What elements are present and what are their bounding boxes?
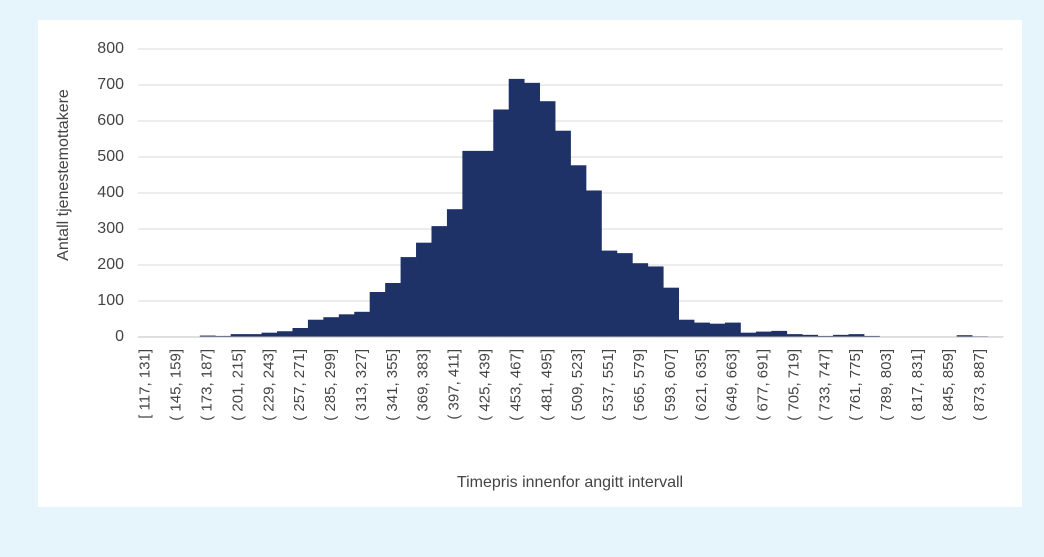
bar bbox=[956, 335, 973, 337]
x-tick-label: ( 509, 523] bbox=[569, 349, 586, 421]
x-tick-label: ( 229, 243] bbox=[260, 349, 277, 421]
y-axis-title: Antall tjenestemottakere bbox=[55, 89, 72, 261]
bar bbox=[416, 242, 432, 337]
bar bbox=[369, 292, 386, 337]
bar bbox=[740, 332, 757, 337]
x-tick-label: [ 117, 131] bbox=[137, 349, 154, 419]
x-tick-label: ( 761, 775] bbox=[847, 349, 864, 421]
bar bbox=[755, 331, 772, 337]
x-tick-label: ( 565, 579] bbox=[631, 349, 648, 421]
bar bbox=[400, 257, 417, 337]
bar bbox=[261, 332, 278, 337]
bar bbox=[354, 311, 371, 337]
bar bbox=[493, 109, 510, 337]
bar bbox=[338, 314, 355, 337]
bar bbox=[508, 78, 525, 337]
bar bbox=[307, 319, 324, 337]
x-tick-label: ( 257, 271] bbox=[291, 349, 308, 421]
bar bbox=[616, 253, 633, 337]
x-tick-label: ( 733, 747] bbox=[816, 349, 833, 421]
bar bbox=[215, 335, 232, 337]
x-tick-label: ( 397, 411] bbox=[446, 349, 463, 420]
x-tick-label: ( 845, 859] bbox=[940, 349, 957, 421]
bar bbox=[431, 226, 448, 337]
y-tick-label: 200 bbox=[97, 256, 124, 273]
y-tick-label: 600 bbox=[97, 112, 124, 129]
x-tick-label: ( 621, 635] bbox=[693, 349, 710, 421]
bar bbox=[848, 334, 865, 337]
x-tick-label: ( 341, 355] bbox=[384, 349, 401, 421]
x-tick-label: ( 873, 887] bbox=[971, 349, 988, 421]
bar bbox=[292, 328, 309, 337]
x-tick-label: ( 201, 215] bbox=[229, 349, 246, 421]
bar bbox=[585, 190, 602, 337]
bar bbox=[663, 287, 680, 337]
x-tick-label: ( 649, 663] bbox=[724, 349, 741, 421]
x-tick-label: ( 173, 187] bbox=[198, 349, 215, 421]
bar bbox=[647, 266, 664, 337]
bar bbox=[277, 331, 293, 337]
y-tick-label: 400 bbox=[97, 184, 124, 201]
x-tick-label: ( 453, 467] bbox=[507, 349, 524, 421]
y-tick-label: 100 bbox=[97, 292, 124, 309]
x-tick-label: ( 145, 159] bbox=[168, 349, 185, 421]
x-tick-label: ( 537, 551] bbox=[600, 349, 617, 421]
x-tick-label: ( 677, 691] bbox=[755, 349, 772, 421]
bar bbox=[771, 330, 788, 337]
bar bbox=[570, 165, 587, 337]
bar bbox=[724, 322, 741, 337]
bar bbox=[817, 335, 834, 337]
y-tick-label: 0 bbox=[115, 328, 124, 345]
bar bbox=[477, 150, 494, 337]
bar bbox=[323, 317, 340, 337]
bar bbox=[539, 101, 556, 337]
y-tick-label: 700 bbox=[97, 76, 124, 93]
bar bbox=[632, 263, 649, 337]
bar bbox=[863, 335, 880, 337]
bar bbox=[833, 334, 849, 337]
bar bbox=[678, 319, 695, 337]
bar bbox=[230, 334, 247, 337]
y-tick-label: 800 bbox=[97, 40, 124, 57]
bar bbox=[709, 323, 726, 337]
x-tick-label: ( 789, 803] bbox=[878, 349, 895, 421]
bar bbox=[199, 335, 216, 337]
bar bbox=[246, 334, 262, 337]
bar bbox=[462, 150, 479, 337]
bar bbox=[786, 334, 803, 337]
x-tick-label: ( 481, 495] bbox=[538, 349, 555, 421]
x-tick-label: ( 705, 719] bbox=[785, 349, 802, 421]
x-axis-title: Timepris innenfor angitt intervall bbox=[457, 474, 683, 491]
bar bbox=[524, 82, 541, 337]
bar bbox=[385, 283, 401, 337]
bar bbox=[446, 209, 463, 337]
bar bbox=[694, 322, 710, 337]
x-tick-label: ( 425, 439] bbox=[477, 349, 494, 421]
bar bbox=[555, 130, 571, 337]
bar bbox=[601, 250, 618, 337]
x-tick-label: ( 285, 299] bbox=[322, 349, 339, 421]
bar bbox=[802, 334, 819, 337]
y-tick-label: 300 bbox=[97, 220, 124, 237]
x-tick-label: ( 593, 607] bbox=[662, 349, 679, 421]
x-tick-label: ( 817, 831] bbox=[909, 349, 926, 421]
y-tick-label: 500 bbox=[97, 148, 124, 165]
x-tick-label: ( 313, 327] bbox=[353, 349, 370, 421]
x-tick-label: ( 369, 383] bbox=[415, 349, 432, 421]
